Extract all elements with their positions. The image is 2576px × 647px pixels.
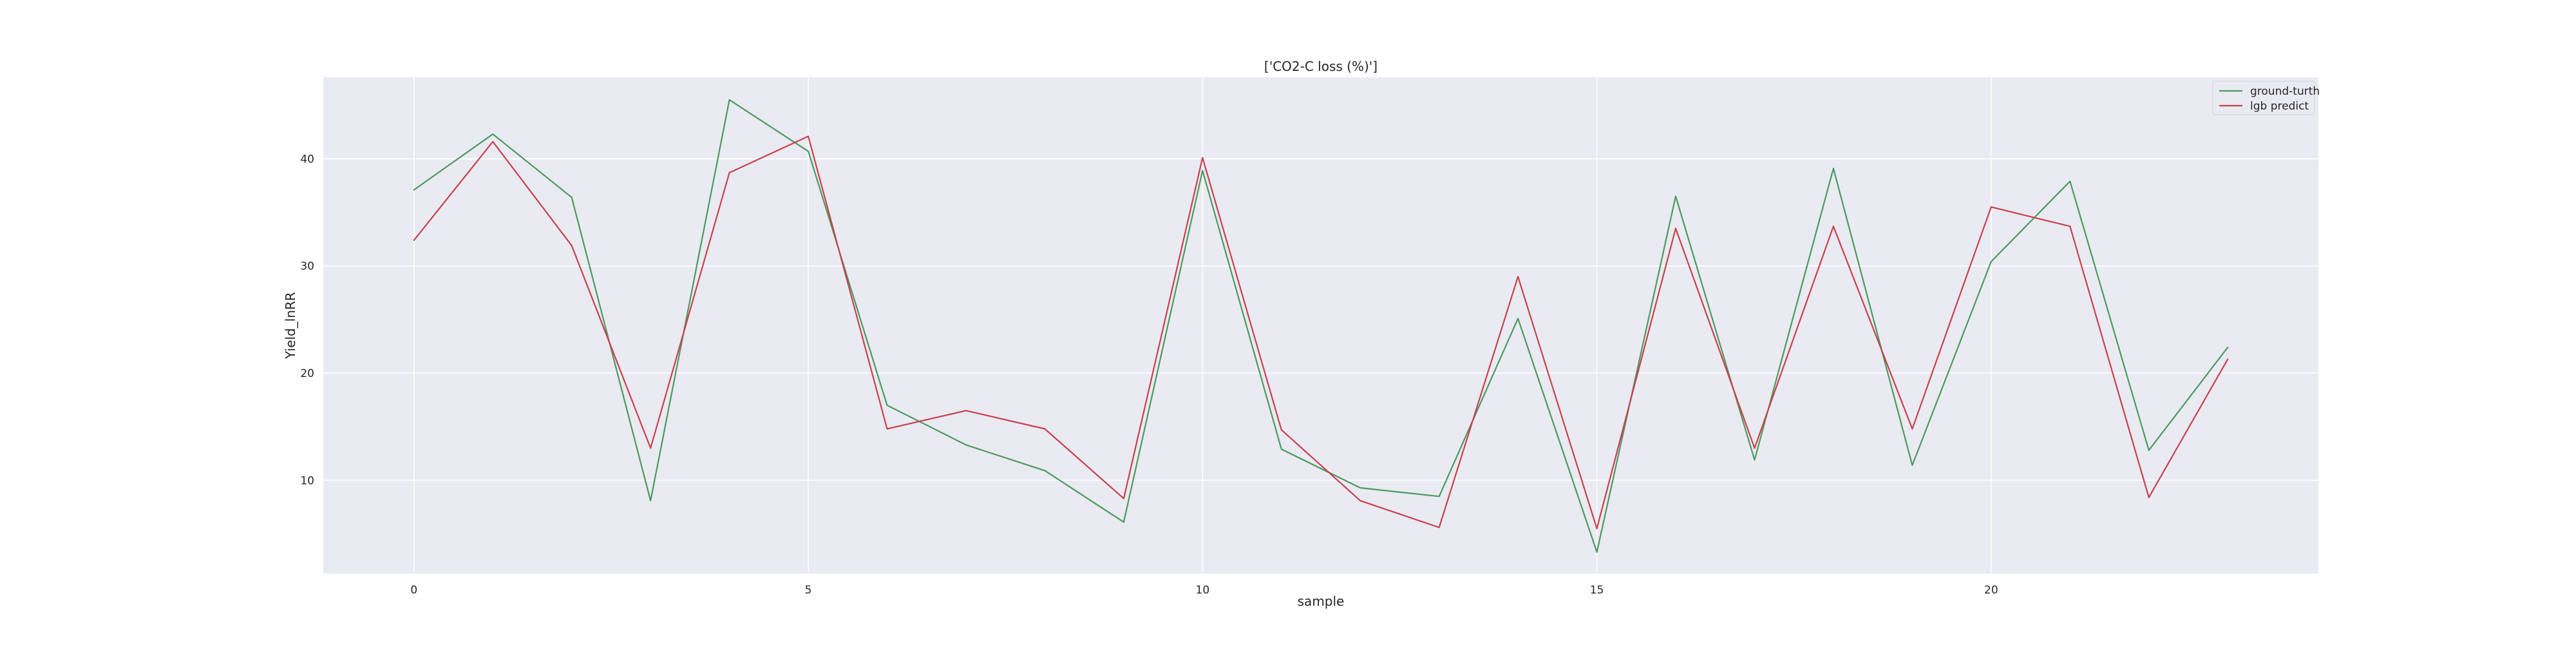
y-axis-title: Yield_lnRR xyxy=(283,292,298,360)
series-line-lgb-predict xyxy=(413,135,2229,530)
legend-label-lgb-predict: lgb predict xyxy=(2250,100,2309,113)
tick-labels: 0 5 10 15 20 10 20 30 40 xyxy=(300,153,1998,597)
x-tick-label: 0 xyxy=(410,584,417,597)
series-lines xyxy=(413,99,2229,553)
chart-title: ['CO2-C loss (%)'] xyxy=(1264,59,1378,74)
x-tick-label: 5 xyxy=(805,584,812,597)
legend: ground-turth lgb predict xyxy=(2212,81,2320,115)
x-tick-label: 10 xyxy=(1196,584,1210,597)
x-tick-label: 20 xyxy=(1984,584,1998,597)
legend-label-ground-turth: ground-turth xyxy=(2250,85,2320,98)
y-tick-label: 40 xyxy=(300,153,314,166)
y-tick-label: 10 xyxy=(300,474,314,487)
x-tick-label: 15 xyxy=(1590,584,1604,597)
x-axis-title: sample xyxy=(1298,594,1345,609)
y-tick-label: 20 xyxy=(300,367,314,380)
y-tick-label: 30 xyxy=(300,260,314,273)
series-line-ground-turth xyxy=(413,99,2229,553)
plot-background xyxy=(323,77,2318,574)
